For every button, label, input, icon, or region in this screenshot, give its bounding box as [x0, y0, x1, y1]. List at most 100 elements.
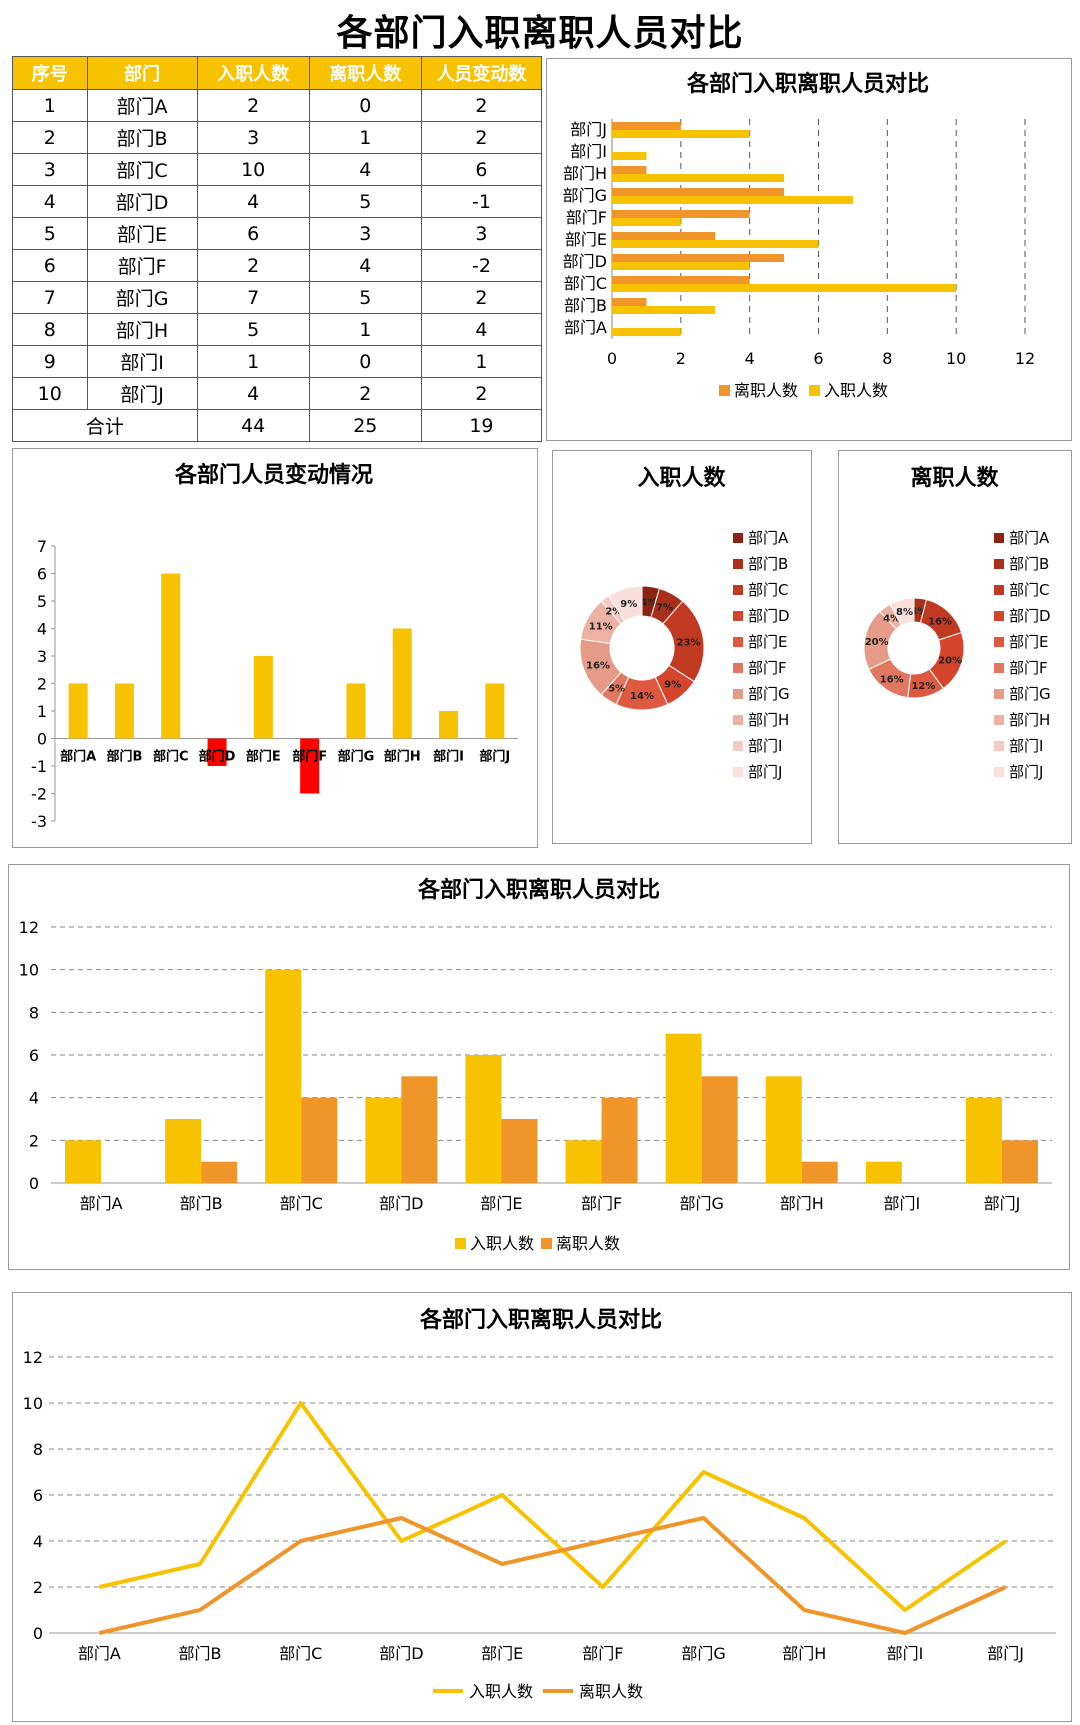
table-cell: -2 — [420, 249, 543, 282]
x-tick-label: 8 — [882, 349, 892, 368]
table-row: 1 部门A 2 0 2 — [12, 89, 543, 122]
bar-leave — [612, 188, 785, 196]
bar-hire — [612, 174, 785, 182]
legend-label: 部门H — [748, 711, 789, 729]
bar-leave — [612, 210, 750, 218]
table-total-cell: 25 — [308, 409, 422, 442]
table-cell: 4 — [308, 153, 422, 186]
panel-leave-donut: 离职人数 4% 16% 20% 12% 16% 20% 4% 8% 部门A 部门B 部门C 部门D 部门E… — [838, 450, 1072, 844]
table-cell: 3 — [420, 217, 543, 250]
slice-label: 16% — [586, 660, 610, 671]
table-cell: 2 — [196, 89, 310, 122]
bar-hire — [612, 240, 819, 248]
table-cell: 0 — [308, 89, 422, 122]
x-category-label: 部门F — [581, 1194, 622, 1213]
table-row: 2 部门B 3 1 2 — [12, 121, 543, 154]
x-category-label: 部门C — [280, 1194, 323, 1213]
x-category-label: 部门J — [987, 1644, 1024, 1663]
y-tick-label: 4 — [33, 1532, 43, 1551]
bar-leave — [612, 166, 647, 174]
bar-hire — [365, 1097, 402, 1183]
bar-change — [300, 738, 320, 794]
panel-column-chart: 各部门入职离职人员对比 0 2 4 6 8 10 12 部门A 部门B 部门C 部门D 部门E 部门F 部门… — [8, 864, 1070, 1270]
y-tick-label: 2 — [29, 1131, 39, 1150]
table-header-cell: 序号 — [12, 56, 88, 90]
bar-change — [346, 683, 366, 739]
table-cell: 4 — [196, 185, 310, 218]
x-category-label: 部门A — [78, 1644, 121, 1663]
legend-swatch — [733, 715, 743, 725]
legend-label: 部门I — [748, 737, 782, 755]
table-cell: 3 — [12, 153, 88, 186]
x-category-label: 部门A — [60, 749, 96, 765]
legend-label: 入职人数 — [469, 1682, 533, 1701]
table-total-cell: 44 — [196, 409, 310, 442]
bar-leave — [612, 254, 785, 262]
table-cell: 6 — [420, 153, 543, 186]
data-table: 序号 部门 入职人数 离职人数 人员变动数 1 部门A 2 0 2 2 部门B 3 1 2 3 部门C 10 4 6… — [12, 56, 543, 442]
slice-label: 4% — [883, 613, 900, 624]
line-leave — [98, 1516, 1007, 1635]
slice-label: 9% — [620, 599, 637, 610]
slice-label: 20% — [865, 637, 889, 648]
legend-label: 部门F — [748, 659, 787, 677]
table-total-cell: 19 — [420, 409, 543, 442]
bar-change — [68, 683, 88, 739]
table-total-cell: 合计 — [12, 409, 198, 442]
donut-slice — [607, 585, 643, 622]
bar-change — [207, 738, 227, 766]
legend-swatch-hire — [455, 1238, 466, 1249]
table-cell: 部门B — [86, 121, 198, 154]
x-tick-label: 4 — [745, 349, 755, 368]
y-tick-label: -2 — [31, 785, 47, 804]
legend-label: 部门J — [748, 763, 782, 781]
legend-swatch — [994, 767, 1004, 777]
page-title: 各部门入职离职人员对比 — [336, 13, 744, 54]
y-category-label: 部门E — [565, 230, 607, 249]
x-category-label: 部门G — [679, 1194, 723, 1213]
y-tick-label: 0 — [33, 1624, 43, 1643]
y-tick-label: 0 — [37, 730, 47, 749]
x-category-label: 部门D — [379, 1194, 423, 1213]
legend-swatch — [733, 559, 743, 569]
legend-label: 入职人数 — [824, 381, 888, 400]
bar-hire — [565, 1140, 602, 1183]
slice-label: 16% — [928, 616, 952, 627]
table-row: 8 部门H 5 1 4 — [12, 313, 543, 346]
y-tick-label: 0 — [29, 1174, 39, 1193]
table-cell: 7 — [196, 281, 310, 314]
legend-label: 部门G — [748, 685, 790, 703]
bar-hire — [612, 218, 681, 226]
x-category-label: 部门G — [338, 749, 375, 765]
x-tick-label: 2 — [676, 349, 686, 368]
y-category-label: 部门A — [564, 318, 607, 337]
table-row: 9 部门I 1 0 1 — [12, 345, 543, 378]
legend-label: 部门C — [1009, 581, 1049, 599]
legend-label: 部门A — [748, 529, 789, 547]
legend-label: 部门E — [748, 633, 787, 651]
legend-swatch — [994, 533, 1004, 543]
bar-change — [392, 628, 412, 739]
legend-swatch — [733, 533, 743, 543]
table-row: 7 部门G 7 5 2 — [12, 281, 543, 314]
y-tick-label: -1 — [31, 757, 47, 776]
table-header-row: 序号 部门 入职人数 离职人数 人员变动数 — [12, 56, 543, 90]
legend-swatch-leave — [719, 385, 730, 396]
legend-swatch — [733, 585, 743, 595]
table-cell: 10 — [196, 153, 310, 186]
legend-label: 部门C — [748, 581, 788, 599]
x-category-label: 部门D — [379, 1644, 423, 1663]
bar-leave — [501, 1119, 538, 1183]
table-header-cell: 入职人数 — [196, 56, 310, 90]
y-category-label: 部门J — [570, 120, 607, 139]
legend-swatch — [994, 741, 1004, 751]
x-tick-label: 0 — [607, 349, 617, 368]
legend-label: 部门D — [1009, 607, 1051, 625]
y-tick-label: 8 — [33, 1440, 43, 1459]
legend-label: 离职人数 — [556, 1234, 620, 1253]
x-category-label: 部门B — [106, 749, 142, 765]
legend-label: 离职人数 — [734, 381, 798, 400]
x-category-label: 部门E — [481, 1644, 523, 1663]
table-cell: 2 — [420, 121, 543, 154]
x-category-label: 部门C — [279, 1644, 322, 1663]
